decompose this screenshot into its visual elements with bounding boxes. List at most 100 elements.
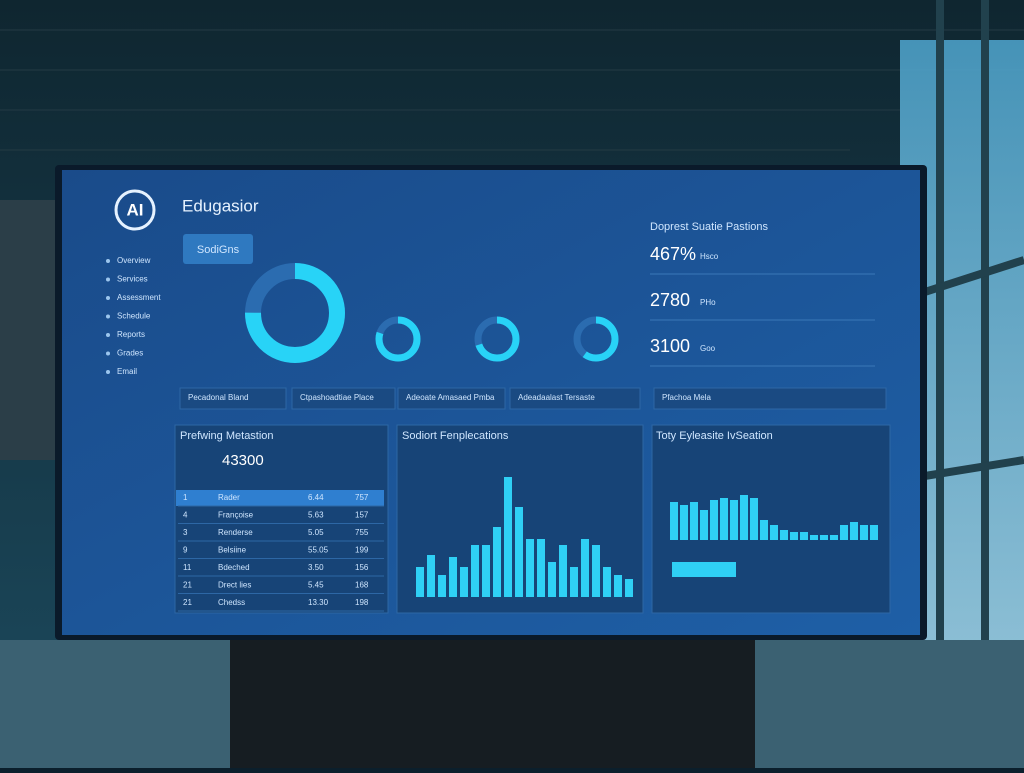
bar [438, 575, 446, 597]
bar [800, 532, 808, 540]
logo: AI [127, 200, 144, 219]
stand [230, 630, 755, 768]
bar [416, 567, 424, 597]
window-frames [898, 0, 1024, 720]
cell: Bdeched [218, 563, 250, 572]
cell: Renderse [218, 528, 253, 537]
ceiling [0, 29, 1024, 151]
bar [810, 535, 818, 540]
cell: 11 [183, 563, 192, 572]
tab-label: Adeoate Amasaed Pmba [406, 393, 495, 402]
bar [526, 539, 534, 597]
menu-item: Schedule [117, 312, 151, 321]
cell: 21 [183, 581, 192, 590]
bar [570, 567, 578, 597]
bar [760, 520, 768, 540]
donut-arc [245, 263, 345, 363]
bars [416, 477, 878, 597]
bar [840, 525, 848, 540]
menu-icon [106, 259, 110, 263]
cell: 1 [183, 493, 188, 502]
cell: Françoise [218, 511, 254, 520]
logo-ring [114, 189, 156, 231]
bar [614, 575, 622, 597]
cell: 13.30 [308, 598, 329, 607]
donuts [245, 263, 619, 363]
menu-item: Overview [117, 256, 151, 265]
tab-label: Pecadonal Bland [188, 393, 249, 402]
bar [670, 502, 678, 540]
tab [291, 387, 396, 410]
cell: 5.45 [308, 581, 324, 590]
cell: Drect lies [218, 581, 251, 590]
cell: Rader [218, 493, 240, 502]
bars1-title: Sodiort Fenplecations [402, 430, 509, 442]
bar [581, 539, 589, 597]
donut-arc [474, 316, 520, 362]
tab-label: Adeadaalast Tersaste [518, 393, 595, 402]
table-total: 43300 [222, 452, 264, 469]
menu-item: Grades [117, 349, 143, 358]
bar [830, 535, 838, 540]
bar [750, 498, 758, 540]
bar [780, 530, 788, 540]
bar [471, 545, 479, 597]
table-title: Prefwing Metastion [180, 430, 274, 442]
stat-unit: Hsco [700, 252, 719, 261]
bar [603, 567, 611, 597]
stat-value: 3100 [650, 336, 690, 356]
bar [690, 502, 698, 540]
bar [504, 477, 512, 597]
bar [700, 510, 708, 540]
cell: 3 [183, 528, 188, 537]
button[interactable]: SodiGns [197, 244, 240, 256]
bar [515, 507, 523, 597]
bar [770, 525, 778, 540]
legend-bar [672, 562, 736, 577]
cell: 198 [355, 598, 369, 607]
stats-title: Doprest Suatie Pastions [650, 221, 769, 233]
stat-value: 2780 [650, 290, 690, 310]
cell: 6.44 [308, 493, 324, 502]
cell: 168 [355, 581, 369, 590]
bar [482, 545, 490, 597]
stat-unit: PHo [700, 298, 716, 307]
cell: 9 [183, 546, 188, 555]
button-bg[interactable] [183, 234, 253, 264]
cell: Belsiine [218, 546, 247, 555]
table: 1 Rader 6.44 757 4 Françoise 5.63 157 3 Renderse 5… [176, 490, 384, 612]
bars2-title: Toty Eyleasite IvSeation [656, 430, 773, 442]
bar [537, 539, 545, 597]
tab [397, 387, 506, 410]
bar [740, 495, 748, 540]
menu-item: Reports [117, 330, 145, 339]
menu-icon [106, 370, 110, 374]
bar [850, 522, 858, 540]
tabs: Pecadonal Bland Ctpashoadtiae Place Adeoat… [179, 387, 887, 410]
bar [720, 498, 728, 540]
cell: 55.05 [308, 546, 329, 555]
bar [820, 535, 828, 540]
menu-item: Assessment [117, 293, 161, 302]
bar [790, 532, 798, 540]
bar [449, 557, 457, 597]
donut-arc [573, 316, 619, 362]
menu-icon [106, 296, 110, 300]
tab-label: Ctpashoadtiae Place [300, 393, 374, 402]
menu-icon [106, 351, 110, 356]
menu-item: Services [117, 275, 148, 284]
table-panel [174, 424, 389, 614]
menu-icon [106, 314, 110, 319]
bar [559, 545, 567, 597]
stat-value: 467% [650, 244, 696, 264]
bar [548, 562, 556, 597]
cell: Chedss [218, 598, 245, 607]
cell: 757 [355, 493, 369, 502]
bar [730, 500, 738, 540]
bar [710, 500, 718, 540]
stats: 467% Hsco 2780 PHo 3100 Goo [650, 244, 875, 367]
row-highlight [176, 490, 384, 506]
cell: 5.63 [308, 511, 324, 520]
cell: 21 [183, 598, 192, 607]
